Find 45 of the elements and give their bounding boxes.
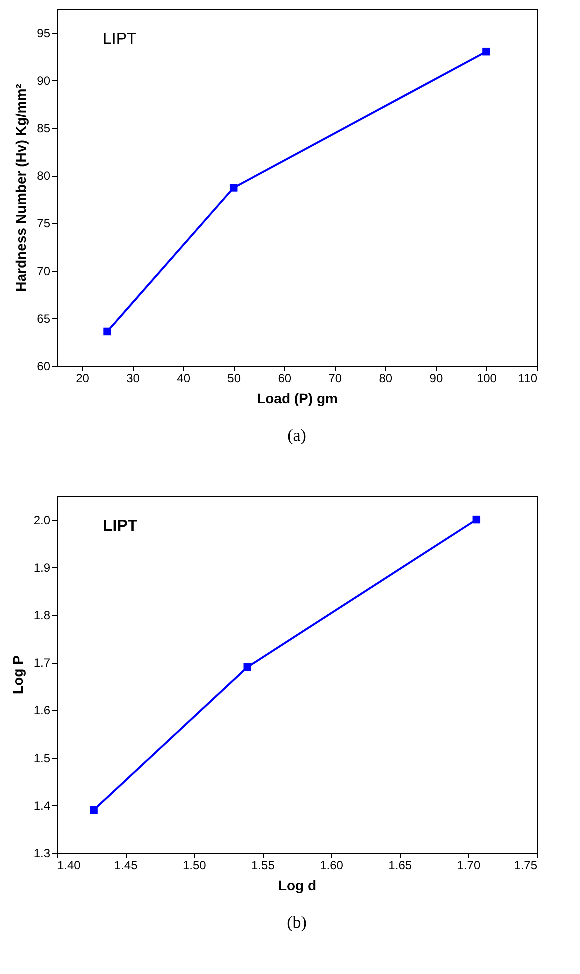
- x-tick-label: 1.75: [514, 858, 538, 872]
- x-tick-label: 110: [518, 372, 538, 386]
- x-tick-label: 1.70: [457, 858, 481, 872]
- text: (a): [288, 426, 306, 445]
- y-tick-label: 2.0: [34, 513, 51, 528]
- x-tick-label: 1.65: [388, 858, 412, 872]
- point: [104, 328, 112, 336]
- y-axis-title: Log P: [10, 656, 26, 694]
- x-tick-label: 30: [126, 372, 140, 386]
- y-axis-title: Hardness Number (Hv) Kg/mm²: [13, 84, 30, 292]
- x-tick-label: 50: [228, 372, 242, 386]
- x-tick-label: 60: [278, 372, 292, 386]
- x-tick-label: 20: [76, 372, 90, 386]
- y-tick-label: 1.7: [34, 656, 51, 670]
- x-axis-title: Log d: [278, 878, 317, 894]
- y-tick-label: 60: [37, 360, 51, 374]
- y-tick-label: 1.5: [34, 751, 51, 766]
- x-tick-label: 90: [430, 372, 444, 386]
- x-axis-title: Load (P) gm: [257, 390, 338, 406]
- point: [230, 184, 238, 192]
- y-tick-label: 1.6: [34, 704, 51, 718]
- annotation: LIPT: [103, 31, 138, 48]
- x-tick-label: 80: [379, 372, 393, 386]
- x-tick-label: 1.40: [58, 858, 82, 872]
- y-tick-label: 1.4: [34, 798, 51, 813]
- x-tick-label: 1.50: [182, 858, 207, 872]
- x-tick-label: 1.55: [252, 858, 276, 872]
- y-tick-label: 90: [37, 74, 51, 88]
- x-tick-label: 40: [177, 372, 191, 386]
- x-tick-label: 100: [476, 372, 498, 386]
- y-tick-label: 1.8: [34, 608, 51, 622]
- y-tick-label: 95: [37, 26, 51, 40]
- annotation: LIPT: [103, 518, 138, 535]
- y-tick-label: 70: [37, 264, 51, 278]
- y-tick-label: 85: [37, 122, 51, 136]
- y-tick-label: 75: [37, 216, 51, 231]
- y-tick-label: 80: [37, 169, 51, 184]
- y-tick-label: 65: [37, 312, 51, 326]
- x-tick-label: 1.45: [114, 858, 138, 872]
- y-tick-label: 1.3: [34, 846, 51, 860]
- point: [482, 48, 490, 56]
- text: (b): [287, 913, 307, 932]
- x-tick-label: 1.60: [320, 858, 344, 872]
- x-tick-label: 70: [328, 372, 342, 386]
- y-tick-label: 1.9: [34, 560, 51, 575]
